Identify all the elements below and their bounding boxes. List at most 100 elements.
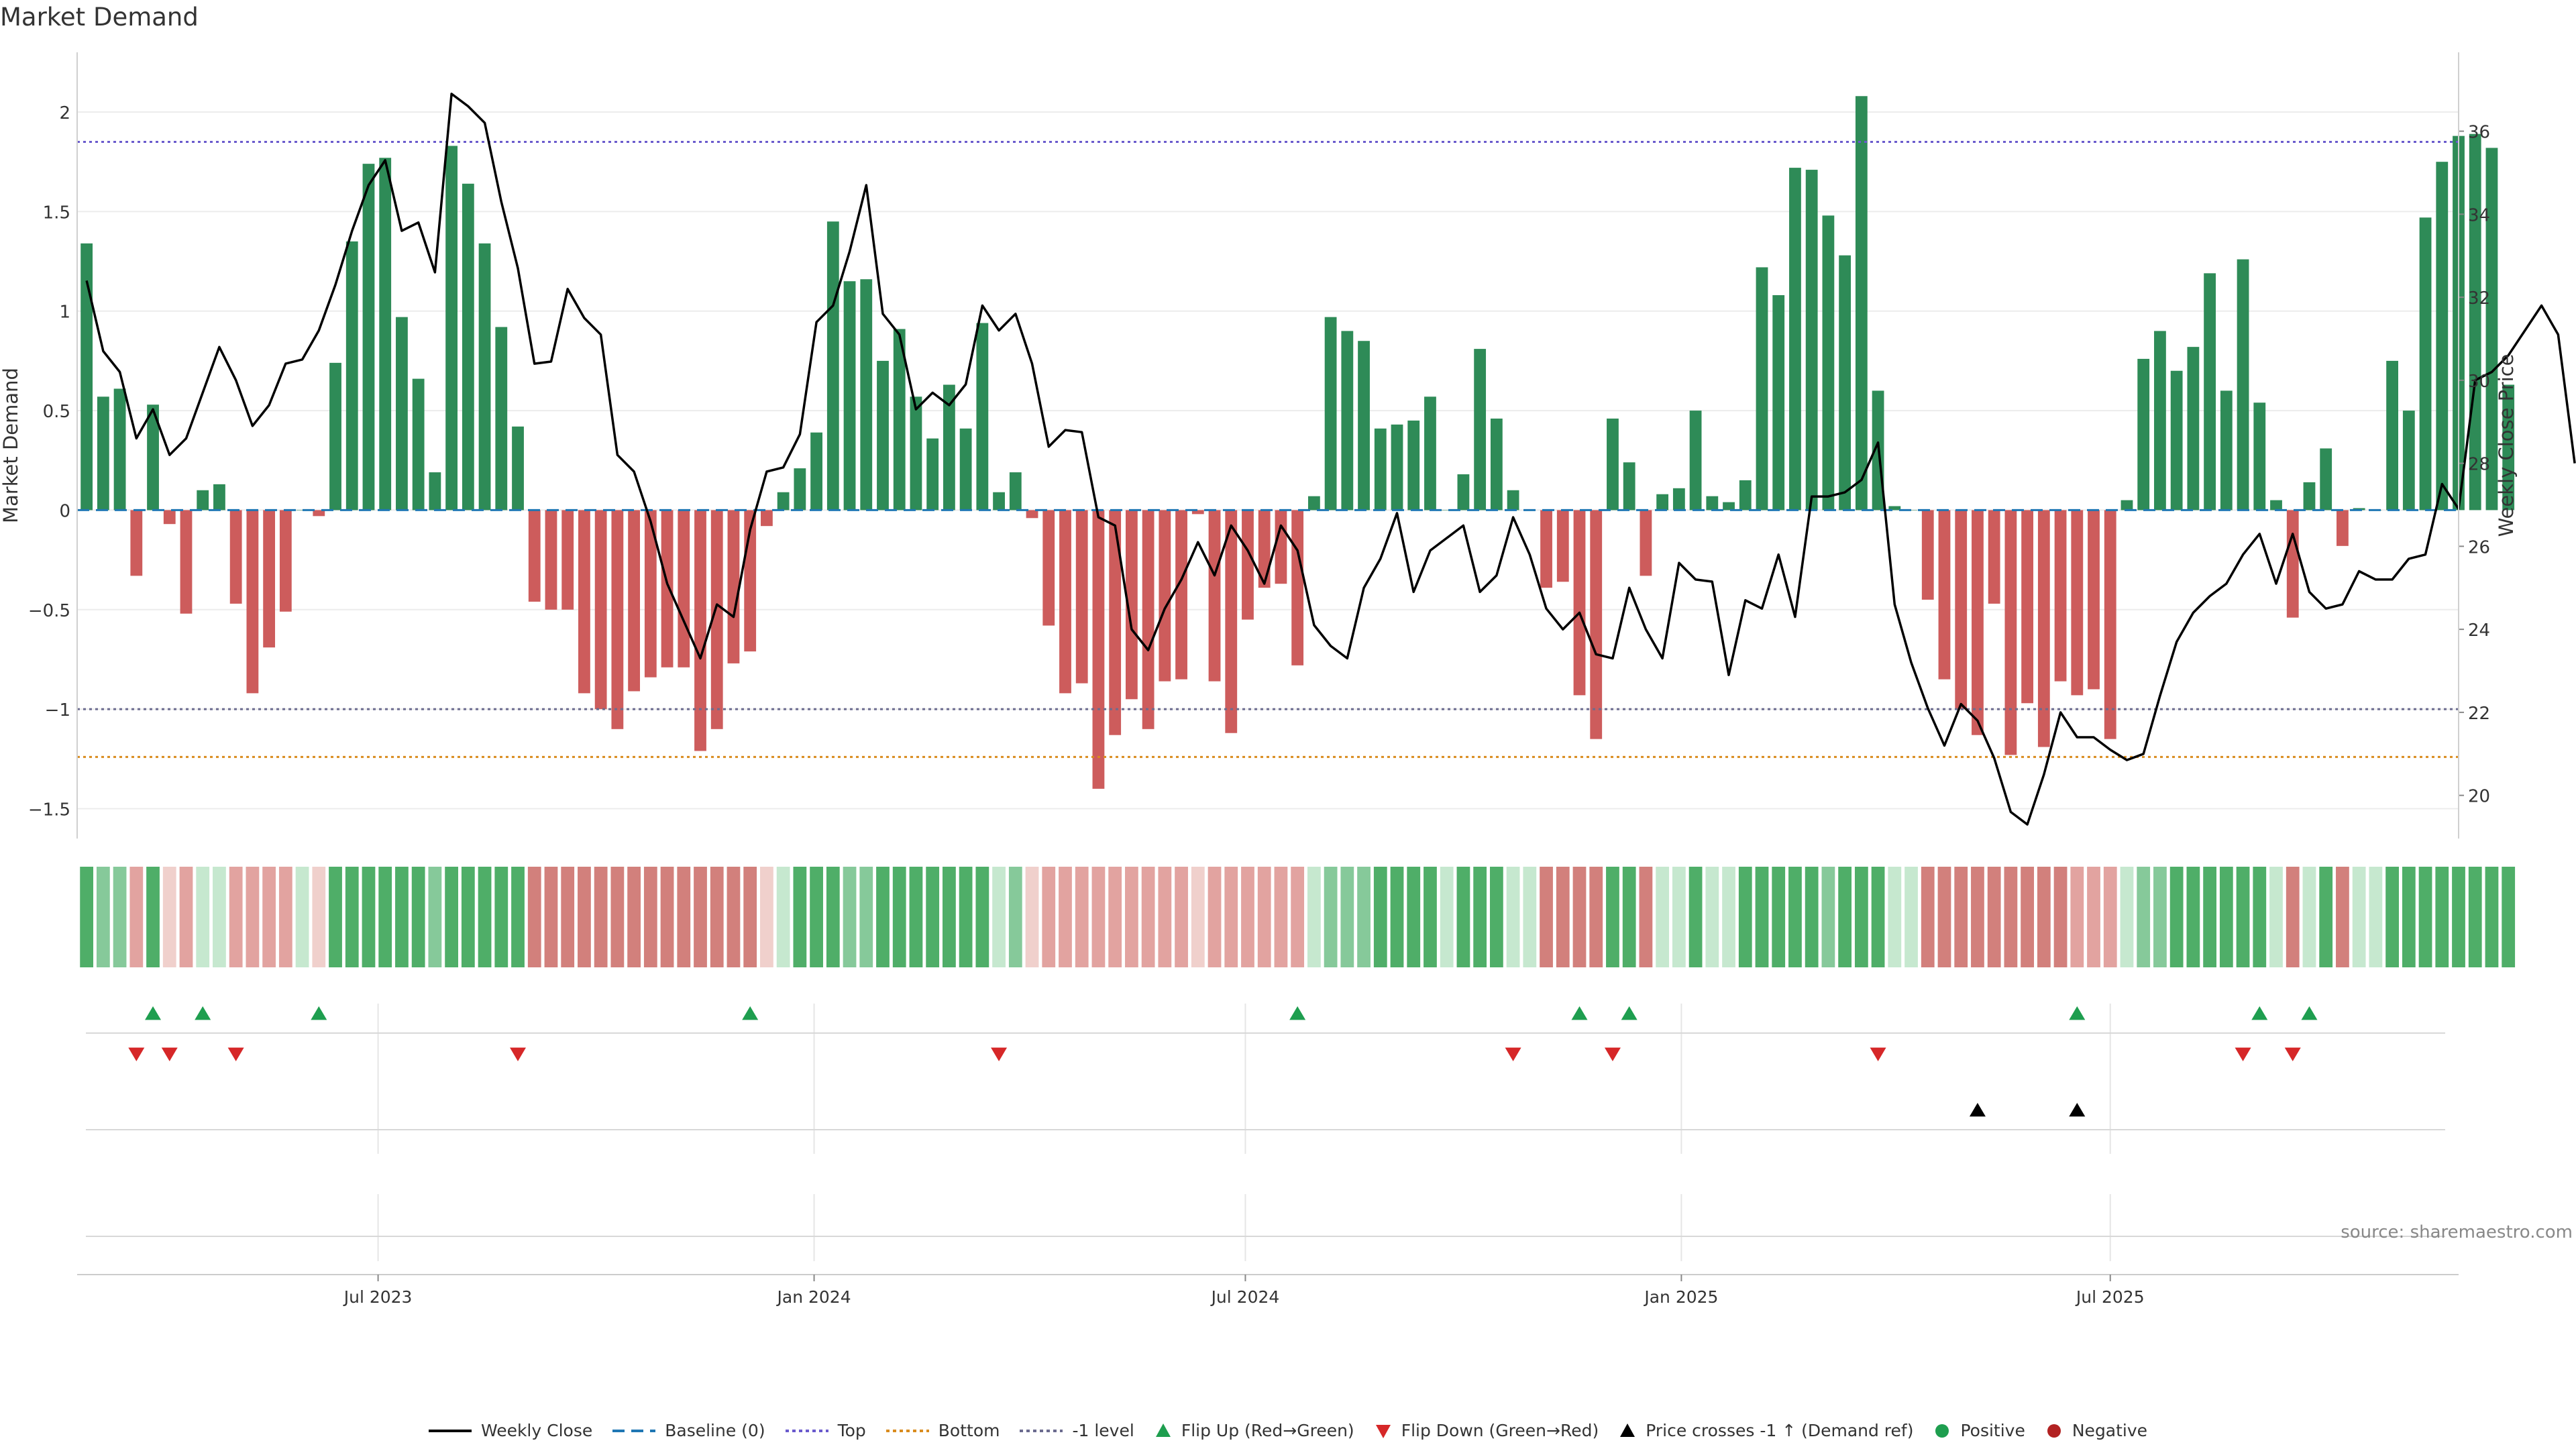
intensity-cell [2153,867,2167,967]
intensity-cell [1854,867,1868,967]
intensity-cell [2468,867,2482,967]
intensity-cell [1158,867,1172,967]
demand-bar [594,510,607,710]
intensity-cell [859,867,873,967]
demand-bar [2204,273,2216,511]
intensity-cell [1738,867,1752,967]
demand-bar [826,221,839,511]
intensity-cell [2070,867,2084,967]
demand-bar [1938,510,1951,680]
demand-bar [2121,500,2133,511]
demand-bar [794,468,806,511]
demand-bar [1440,510,1453,511]
intensity-cell [1589,867,1603,967]
y-tick-label: −1.5 [28,800,70,820]
demand-bar [80,243,93,511]
demand-bar [2104,510,2116,739]
demand-bar [2320,448,2332,511]
intensity-cell [345,867,359,967]
demand-bar [611,510,624,729]
intensity-cell [992,867,1006,967]
intensity-cell [262,867,276,967]
demand-bar [429,472,441,511]
legend-label: Positive [1960,1421,2025,1440]
intensity-cell [1091,867,1106,967]
legend-triangle-down [1375,1424,1391,1438]
y-tick-label: 0 [59,501,70,521]
demand-bar [1672,488,1685,511]
intensity-cell [1291,867,1305,967]
legend-label: Bottom [938,1421,1000,1440]
flip-down-marker [991,1047,1008,1061]
intensity-cell [975,867,989,967]
demand-bar [412,378,425,511]
chart-legend: Weekly Close Baseline (0) Top Bottom -1 leve… [0,1421,2576,1440]
intensity-cell [1540,867,1553,967]
intensity-cell [1506,867,1520,967]
intensity-cell [1224,867,1238,967]
y2-tick-label: 32 [2468,288,2490,309]
demand-bar [2071,510,2084,696]
flip-up-marker [1289,1006,1306,1020]
intensity-cell [2137,867,2151,967]
intensity-cell [2021,867,2035,967]
flip-up-marker [1571,1006,1588,1020]
intensity-cell [445,867,458,967]
flip-up-marker [311,1006,327,1020]
intensity-cell [1340,867,1354,967]
demand-bar [1175,510,1187,680]
demand-bar [313,510,325,517]
intensity-cell [2269,867,2283,967]
intensity-cell [362,867,376,967]
intensity-cell [1904,867,1918,967]
intensity-cell [146,867,160,967]
flip-up-marker [195,1006,211,1020]
intensity-cell [1838,867,1852,967]
intensity-cell [826,867,840,967]
demand-bar [246,510,259,694]
demand-bar [578,510,590,694]
demand-bar [2286,510,2299,618]
demand-bar [2021,510,2034,704]
demand-bar [1307,496,1320,511]
intensity-cell [876,867,890,967]
y-axis-label: Market Demand [0,368,22,523]
legend-label: Flip Down (Green→Red) [1401,1421,1599,1440]
intensity-cell [760,867,773,967]
intensity-cell [1075,867,1089,967]
demand-bar [1142,510,1155,729]
flip-up-marker [145,1006,162,1020]
demand-bar [943,384,955,511]
intensity-cell [1921,867,1935,967]
demand-bar [1225,510,1238,733]
y2-tick-label: 22 [2468,704,2490,724]
legend-item-bottom: Bottom [885,1421,1000,1440]
intensity-cell [2169,867,2184,967]
demand-bar [528,510,541,602]
intensity-cell [278,867,292,967]
intensity-cell [643,867,657,967]
intensity-cell [1357,867,1371,967]
legend-item-dot_pos: Positive [1933,1421,2025,1440]
intensity-cell [1141,867,1155,967]
intensity-cell [1324,867,1338,967]
y2-tick-label: 28 [2468,455,2490,475]
demand-bar [1573,510,1586,696]
intensity-cell [660,867,674,967]
intensity-cell [1456,867,1470,967]
price-cross-marker [1969,1103,1986,1117]
intensity-cell [196,867,210,967]
demand-bar [810,432,822,511]
flip-down-marker [510,1047,527,1061]
demand-bar [2436,162,2449,511]
legend-label: Flip Up (Red→Green) [1181,1421,1354,1440]
intensity-cell [1390,867,1404,967]
source-note: source: sharemaestro.com [2341,1222,2573,1242]
intensity-cell [2336,867,2349,967]
flip-up-marker [1621,1006,1638,1020]
intensity-cell [2087,867,2100,967]
demand-bar [1324,317,1337,511]
intensity-cell [1722,867,1735,967]
y-tick-label: 2 [59,103,70,123]
intensity-cell [295,867,309,967]
